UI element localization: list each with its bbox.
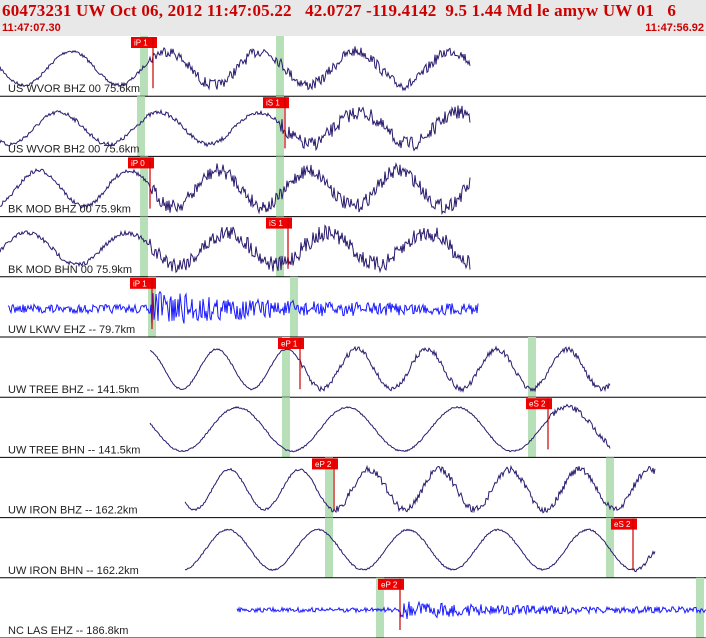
phase-pick[interactable]: iP 1	[131, 37, 157, 89]
waveform	[0, 224, 471, 274]
trace-label: BK MOD BHN 00 75.9km	[8, 264, 132, 276]
time-start-label: 11:47:07.30	[2, 22, 61, 34]
analysis-window	[276, 216, 284, 277]
pick-label: eP 2	[315, 460, 332, 469]
waveform	[7, 290, 479, 326]
pick-label: iP 1	[133, 279, 147, 288]
analysis-window	[606, 457, 614, 518]
pick-flag[interactable]	[128, 157, 154, 169]
trace-row[interactable]: iP 0 BK MOD BHZ 00 75.9km	[0, 156, 706, 218]
waveform	[149, 345, 611, 393]
analysis-window	[325, 517, 333, 578]
time-end-label: 11:47:56.92	[645, 22, 704, 34]
pick-label: iS 1	[269, 219, 283, 228]
pick-flag[interactable]	[378, 578, 404, 590]
trace-label: UW LKWV EHZ -- 79.7km	[8, 324, 135, 336]
phase-pick[interactable]: eS 2	[526, 398, 552, 450]
phase-pick[interactable]: iS 1	[266, 217, 292, 269]
trace-row[interactable]: eS 2 UW TREE BHN -- 141.5km	[0, 397, 706, 458]
pick-label: eS 2	[614, 520, 631, 529]
analysis-window	[606, 517, 614, 578]
header-bar: 60473231 UW Oct 06, 2012 11:47:05.22 42.…	[0, 0, 706, 36]
waveform	[0, 162, 471, 216]
phase-pick[interactable]: eP 2	[312, 458, 338, 510]
trace-label: US WVOR BHZ 00 75.6km	[8, 83, 140, 95]
pick-flag[interactable]	[526, 398, 552, 410]
trace-row[interactable]: eP 2 UW IRON BHZ -- 162.2km	[0, 457, 706, 519]
pick-label: iS 1	[266, 99, 280, 108]
pick-flag[interactable]	[131, 37, 157, 48]
pick-label: iP 1	[134, 39, 148, 48]
phase-pick[interactable]: eP 2	[378, 578, 404, 630]
trace-label: BK MOD BHZ 00 75.9km	[8, 204, 131, 216]
waveform	[184, 528, 656, 573]
pick-flag[interactable]	[278, 338, 304, 349]
phase-pick[interactable]: iS 1	[263, 97, 289, 149]
waveform	[184, 464, 656, 514]
pick-label: eP 1	[281, 340, 298, 349]
waveform	[0, 105, 471, 152]
analysis-window	[528, 397, 536, 458]
analysis-window	[276, 36, 284, 97]
waveform	[0, 46, 471, 92]
pick-flag[interactable]	[266, 217, 292, 229]
pick-label: eS 2	[529, 400, 546, 409]
trace-label: US WVOR BH2 00 75.6km	[8, 143, 139, 155]
seismogram-panel[interactable]: iP 1 US WVOR BHZ 00 75.6km iS 1 US WVOR BH2…	[0, 36, 706, 638]
analysis-window	[137, 96, 145, 157]
waveform	[149, 403, 611, 453]
trace-label: UW TREE BHZ -- 141.5km	[8, 384, 139, 396]
waveform	[236, 600, 706, 619]
pick-label: iP 0	[131, 159, 145, 168]
trace-label: NC LAS EHZ -- 186.8km	[8, 625, 128, 637]
analysis-window	[696, 577, 704, 638]
analysis-window	[282, 397, 290, 458]
trace-row[interactable]: iP 1 US WVOR BHZ 00 75.6km	[0, 36, 706, 97]
phase-pick[interactable]: eP 1	[278, 338, 304, 390]
trace-row[interactable]: iS 1 BK MOD BHN 00 75.9km	[0, 216, 706, 278]
analysis-window	[528, 337, 536, 398]
analysis-window	[140, 216, 148, 277]
analysis-window	[140, 156, 148, 217]
trace-row[interactable]: eP 1 UW TREE BHZ -- 141.5km	[0, 337, 706, 398]
trace-row[interactable]: eP 2 NC LAS EHZ -- 186.8km	[0, 577, 706, 638]
pick-label: eP 2	[381, 580, 398, 589]
analysis-window	[325, 457, 333, 518]
trace-label: UW IRON BHZ -- 162.2km	[8, 505, 138, 517]
trace-label: UW IRON BHN -- 162.2km	[8, 565, 139, 577]
event-title: 60473231 UW Oct 06, 2012 11:47:05.22 42.…	[2, 1, 677, 20]
analysis-window	[140, 36, 148, 97]
trace-label: UW TREE BHN -- 141.5km	[8, 444, 140, 456]
phase-pick[interactable]: eS 2	[611, 518, 637, 570]
phase-pick[interactable]: iP 0	[128, 157, 154, 209]
analysis-window	[376, 577, 384, 638]
phase-pick[interactable]: iP 1	[130, 277, 156, 329]
pick-flag[interactable]	[130, 277, 156, 289]
trace-row[interactable]: iS 1 US WVOR BH2 00 75.6km	[0, 96, 706, 157]
pick-flag[interactable]	[263, 97, 289, 109]
pick-flag[interactable]	[312, 458, 338, 470]
analysis-window	[276, 156, 284, 217]
analysis-window	[282, 337, 290, 398]
trace-row[interactable]: iP 1 UW LKWV EHZ -- 79.7km	[0, 276, 706, 338]
trace-row[interactable]: eS 2 UW IRON BHN -- 162.2km	[0, 517, 706, 579]
pick-flag[interactable]	[611, 518, 637, 530]
